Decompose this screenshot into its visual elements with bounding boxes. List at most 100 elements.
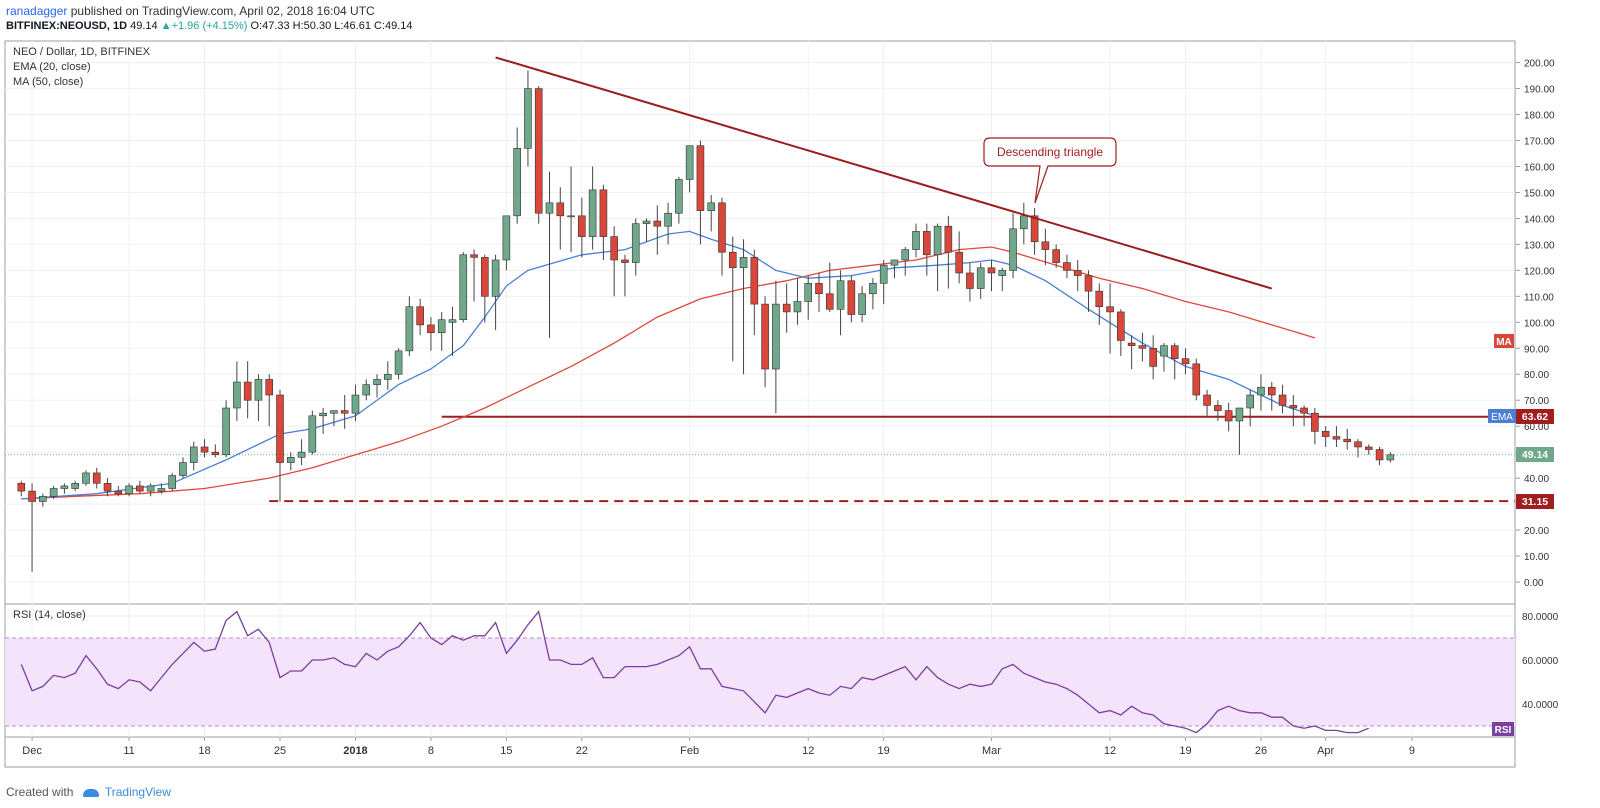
candle-body bbox=[1030, 215, 1039, 243]
price-tick-label: 140.00 bbox=[1524, 214, 1555, 225]
candle-body bbox=[804, 283, 813, 302]
candle bbox=[189, 441, 198, 471]
candle-body bbox=[1084, 275, 1093, 292]
price-tick-label: 0.00 bbox=[1524, 578, 1544, 589]
candle-body bbox=[955, 251, 963, 274]
price-tick-label: 60.00 bbox=[1524, 422, 1549, 433]
candle bbox=[653, 205, 662, 255]
candle bbox=[491, 254, 500, 331]
candle-body bbox=[373, 379, 381, 385]
author-link[interactable]: ranadagger bbox=[6, 4, 68, 18]
top-bar: ranadagger published on TradingView.com,… bbox=[0, 0, 1600, 36]
price-tick-label: 120.00 bbox=[1524, 266, 1555, 277]
candle-body bbox=[276, 394, 284, 463]
tradingview-logo-icon bbox=[82, 788, 99, 797]
candle-body bbox=[1041, 241, 1050, 250]
candle-body bbox=[39, 495, 47, 502]
rsi-line bbox=[20, 610, 1370, 734]
candle-body bbox=[610, 236, 618, 261]
legend-title: NEO / Dollar, 1D, BITFINEX bbox=[13, 46, 150, 58]
candle-body bbox=[966, 272, 974, 289]
candle bbox=[1020, 202, 1028, 245]
candle bbox=[976, 262, 985, 299]
candle bbox=[567, 166, 575, 253]
candle bbox=[642, 218, 651, 242]
candle-body bbox=[1354, 441, 1362, 448]
value-tag-support: 31.15 bbox=[1516, 494, 1554, 509]
candle-body bbox=[82, 472, 90, 484]
candle bbox=[243, 361, 252, 419]
symbol-label: BITFINEX:NEOUSD, 1D bbox=[6, 20, 128, 32]
candle-body bbox=[1343, 438, 1352, 443]
candle-body bbox=[976, 267, 985, 289]
candle-body bbox=[653, 220, 662, 227]
candle bbox=[1343, 428, 1352, 450]
candle-body bbox=[728, 251, 737, 269]
candle bbox=[836, 270, 845, 336]
candle-body bbox=[664, 212, 672, 227]
candle bbox=[276, 389, 284, 502]
candle bbox=[631, 218, 640, 276]
candle-body bbox=[470, 254, 478, 258]
price-tick-label: 160.00 bbox=[1524, 162, 1555, 173]
candle bbox=[49, 485, 58, 499]
candle bbox=[1214, 400, 1222, 421]
candle-body bbox=[146, 485, 155, 492]
price-tick-label: 80.00 bbox=[1524, 370, 1549, 381]
rsi-band-fill bbox=[5, 638, 1515, 726]
descending-triangle-callout[interactable]: Descending triangle bbox=[983, 137, 1117, 204]
candle-body bbox=[502, 215, 511, 261]
candle bbox=[319, 408, 327, 434]
price-tick-label: 150.00 bbox=[1524, 188, 1555, 199]
legend-rsi: RSI (14, close) bbox=[13, 609, 86, 621]
candle-body bbox=[944, 225, 953, 253]
candle-body bbox=[136, 485, 144, 492]
candle-body bbox=[912, 231, 920, 250]
candle bbox=[179, 457, 187, 479]
candle-body bbox=[1160, 345, 1168, 357]
candle bbox=[1160, 343, 1168, 372]
rsi-axis[interactable]: 40.0000 60.0000 80.0000 bbox=[1522, 612, 1559, 711]
candle bbox=[1224, 402, 1233, 432]
candle-body bbox=[1332, 436, 1341, 440]
candle-body bbox=[1224, 410, 1233, 422]
candle-body bbox=[858, 293, 866, 315]
candle-body bbox=[567, 215, 575, 218]
time-tick-label: Apr bbox=[1317, 745, 1334, 757]
candle-body bbox=[254, 379, 263, 401]
candle-body bbox=[890, 259, 899, 266]
change-arrow-icon: ▲ bbox=[160, 20, 172, 32]
candle bbox=[60, 483, 69, 494]
price-tick-label: 70.00 bbox=[1524, 396, 1549, 407]
price-tick-label: 110.00 bbox=[1524, 292, 1554, 303]
candle bbox=[944, 215, 953, 289]
candle-body bbox=[168, 475, 176, 489]
chart-canvas[interactable]: 0.0010.0020.0030.0040.0050.0060.0070.008… bbox=[0, 36, 1600, 780]
candle bbox=[1386, 452, 1395, 463]
candle bbox=[524, 70, 532, 167]
candle-body bbox=[933, 225, 942, 256]
candle-body bbox=[1192, 363, 1201, 396]
symbol-line: BITFINEX:NEOUSD, 1D 49.14 ▲+1.96 (+4.15%… bbox=[6, 20, 413, 32]
candle bbox=[1052, 244, 1060, 268]
time-tick-label: Dec bbox=[22, 745, 42, 757]
candle-body bbox=[222, 407, 230, 456]
time-tick-label: 12 bbox=[1104, 745, 1116, 757]
level-lines bbox=[5, 415, 1515, 503]
candle bbox=[470, 249, 478, 302]
candle bbox=[556, 187, 565, 250]
candle-body bbox=[286, 457, 295, 463]
time-tick-label: 12 bbox=[802, 745, 814, 757]
candle bbox=[869, 278, 877, 310]
candle bbox=[825, 262, 834, 312]
candle-body bbox=[351, 394, 360, 414]
tradingview-link[interactable]: TradingView bbox=[104, 785, 171, 799]
time-axis-labels[interactable]: Dec 11 18 25 2018 8 15 22 Feb 12 19 Mar 12 19 26 Apr 9 bbox=[22, 737, 1415, 757]
price-axis[interactable]: 0.0010.0020.0030.0040.0050.0060.0070.008… bbox=[1515, 59, 1555, 589]
price-tick-label: 40.00 bbox=[1524, 474, 1549, 485]
callout-text: Descending triangle bbox=[997, 145, 1103, 159]
candle-body bbox=[739, 257, 748, 269]
candle bbox=[750, 249, 759, 336]
candle bbox=[879, 259, 888, 305]
value-tag-support-text: 31.15 bbox=[1522, 496, 1548, 508]
